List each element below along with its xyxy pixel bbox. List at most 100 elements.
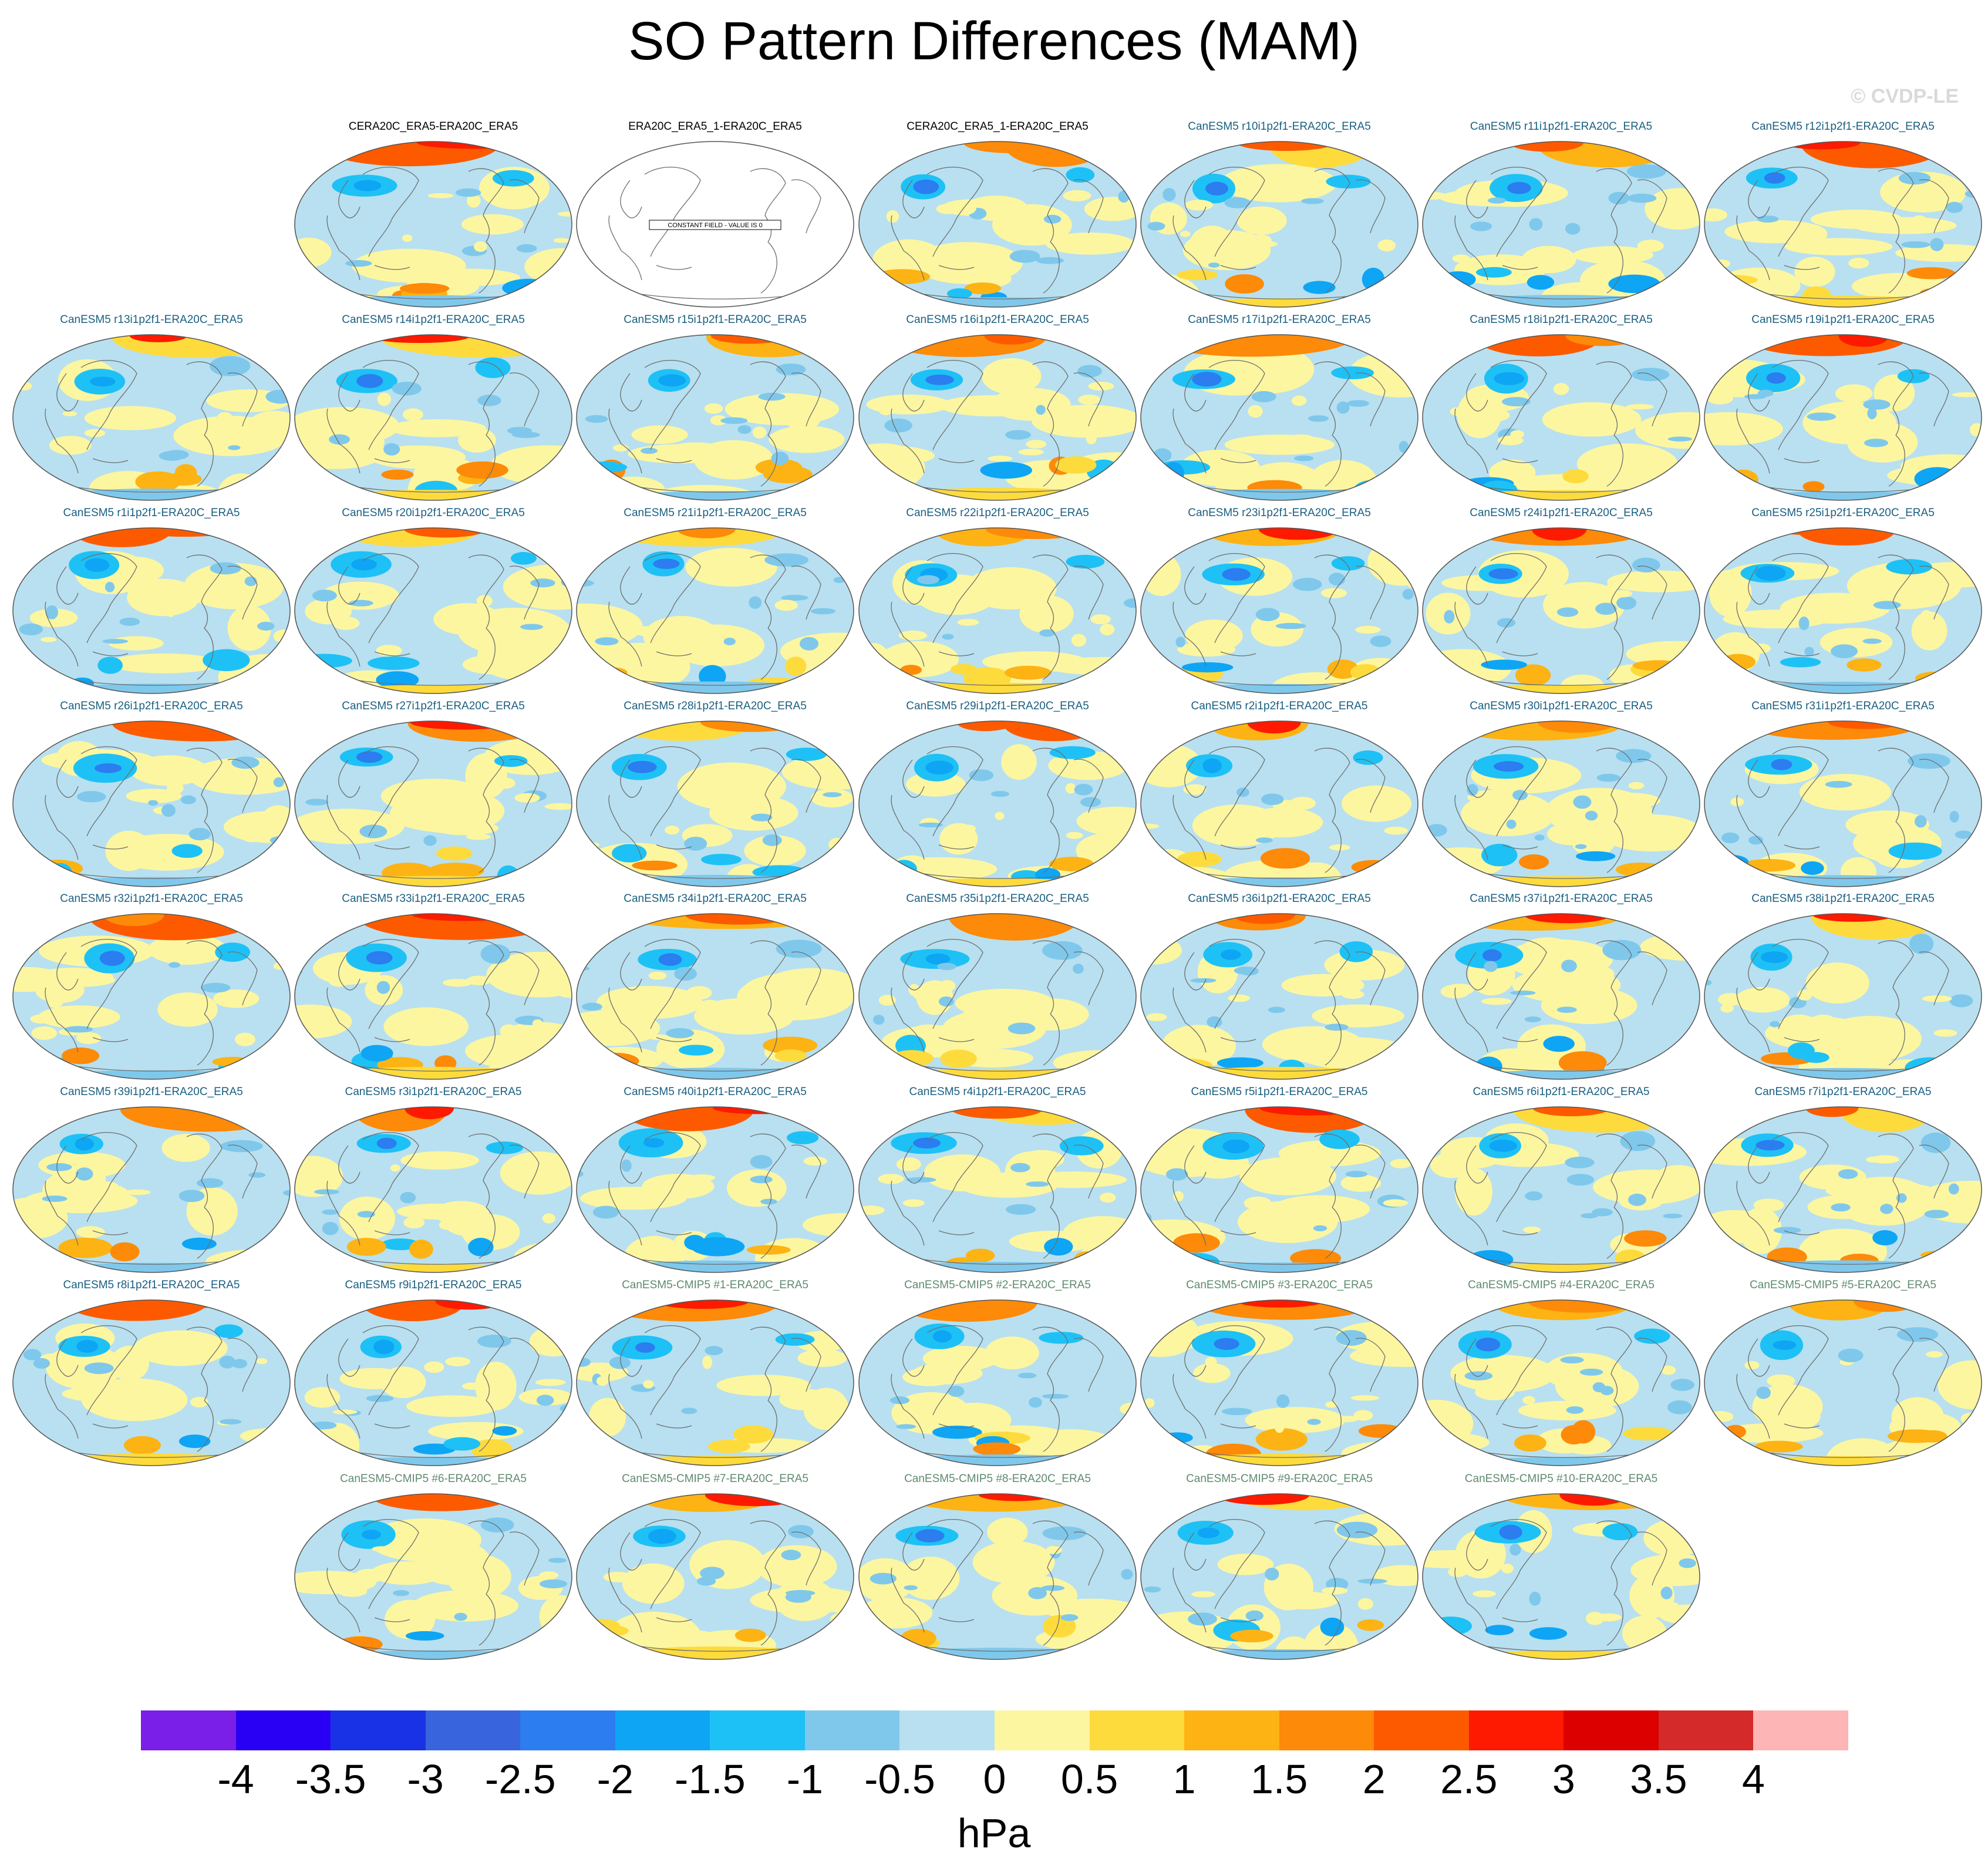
robinson-map	[294, 913, 572, 1080]
robinson-map	[12, 1299, 291, 1466]
map-panel: CanESM5 r40i1p2f1-ERA20C_ERA5	[574, 1086, 856, 1274]
map-panel-title: CanESM5 r32i1p2f1-ERA20C_ERA5	[60, 893, 243, 905]
map-panel-title: CanESM5 r14i1p2f1-ERA20C_ERA5	[342, 314, 525, 326]
robinson-map	[1140, 527, 1418, 694]
map-panel-title: CanESM5-CMIP5 #1-ERA20C_ERA5	[622, 1279, 808, 1291]
map-panel: CanESM5 r21i1p2f1-ERA20C_ERA5	[574, 507, 856, 695]
map-panel: CanESM5 r15i1p2f1-ERA20C_ERA5	[574, 314, 856, 501]
colorbar-segment	[1089, 1710, 1185, 1750]
robinson-map	[12, 1106, 291, 1273]
colorbar-segment	[995, 1710, 1090, 1750]
map-panel-title: CanESM5 r33i1p2f1-ERA20C_ERA5	[342, 893, 525, 905]
map-panel-title: CanESM5 r9i1p2f1-ERA20C_ERA5	[345, 1279, 522, 1291]
robinson-map	[1422, 1299, 1700, 1466]
map-panel-title: CanESM5-CMIP5 #2-ERA20C_ERA5	[904, 1279, 1091, 1291]
map-panel-title: CanESM5-CMIP5 #5-ERA20C_ERA5	[1750, 1279, 1936, 1291]
colorbar-tick-label: -0.5	[864, 1756, 935, 1802]
map-panel: CanESM5 r37i1p2f1-ERA20C_ERA5	[1420, 893, 1702, 1080]
robinson-map	[1704, 527, 1982, 694]
map-panel: CanESM5 r4i1p2f1-ERA20C_ERA5	[857, 1086, 1138, 1274]
map-panel-title: CanESM5 r23i1p2f1-ERA20C_ERA5	[1188, 507, 1371, 519]
map-panel-title: CanESM5 r13i1p2f1-ERA20C_ERA5	[60, 314, 243, 326]
map-panel: CERA20C_ERA5_1-ERA20C_ERA5	[857, 120, 1138, 308]
map-panel: CanESM5 r17i1p2f1-ERA20C_ERA5	[1138, 314, 1420, 501]
robinson-map	[294, 527, 572, 694]
constant-field-label: CONSTANT FIELD - VALUE IS 0	[668, 222, 762, 229]
map-panel-title: CanESM5 r5i1p2f1-ERA20C_ERA5	[1191, 1086, 1368, 1098]
map-panel-title: CanESM5 r19i1p2f1-ERA20C_ERA5	[1751, 314, 1935, 326]
robinson-map	[858, 141, 1137, 308]
robinson-map	[12, 334, 291, 501]
map-panel: CanESM5 r38i1p2f1-ERA20C_ERA5	[1702, 893, 1984, 1080]
map-panel-title: CanESM5 r28i1p2f1-ERA20C_ERA5	[624, 700, 807, 712]
map-panel: CanESM5 r39i1p2f1-ERA20C_ERA5	[11, 1086, 292, 1274]
robinson-map	[858, 527, 1137, 694]
map-panel-title: CanESM5 r1i1p2f1-ERA20C_ERA5	[63, 507, 240, 519]
map-panel-title: CanESM5 r6i1p2f1-ERA20C_ERA5	[1473, 1086, 1650, 1098]
map-panel: CanESM5-CMIP5 #6-ERA20C_ERA5	[292, 1473, 574, 1661]
map-panel: CanESM5 r12i1p2f1-ERA20C_ERA5	[1702, 120, 1984, 308]
map-panel-title: CanESM5-CMIP5 #6-ERA20C_ERA5	[340, 1473, 527, 1485]
colorbar-tick-label: -3.5	[295, 1756, 366, 1802]
robinson-map	[1140, 913, 1418, 1080]
robinson-map	[576, 1493, 854, 1660]
robinson-map	[294, 1106, 572, 1273]
colorbar-tick-label: -2.5	[484, 1756, 556, 1802]
map-panel: CanESM5 r14i1p2f1-ERA20C_ERA5	[292, 314, 574, 501]
robinson-map	[1422, 141, 1700, 308]
map-panel-title: CanESM5 r38i1p2f1-ERA20C_ERA5	[1751, 893, 1935, 905]
map-panel: CanESM5 r10i1p2f1-ERA20C_ERA5	[1138, 120, 1420, 308]
map-panel: CanESM5 r8i1p2f1-ERA20C_ERA5	[11, 1279, 292, 1467]
robinson-map	[576, 913, 854, 1080]
map-panel-title: CanESM5 r11i1p2f1-ERA20C_ERA5	[1470, 120, 1653, 133]
robinson-map	[1422, 334, 1700, 501]
robinson-map	[1422, 527, 1700, 694]
map-panel-title: CanESM5 r27i1p2f1-ERA20C_ERA5	[342, 700, 525, 712]
robinson-map	[576, 720, 854, 887]
map-panel: ERA20C_ERA5_1-ERA20C_ERA5 CONSTANT FIELD …	[574, 120, 856, 308]
map-panel-title: CanESM5 r16i1p2f1-ERA20C_ERA5	[906, 314, 1089, 326]
map-panel: CanESM5-CMIP5 #3-ERA20C_ERA5	[1138, 1279, 1420, 1467]
colorbar-tick-label: 2.5	[1440, 1756, 1498, 1802]
robinson-map	[858, 720, 1137, 887]
map-panel: CanESM5 r11i1p2f1-ERA20C_ERA5	[1420, 120, 1702, 308]
colorbar-units: hPa	[957, 1810, 1031, 1856]
map-panel: CanESM5 r19i1p2f1-ERA20C_ERA5	[1702, 314, 1984, 501]
map-panel-title: CanESM5 r15i1p2f1-ERA20C_ERA5	[624, 314, 807, 326]
map-panel-title: CanESM5 r39i1p2f1-ERA20C_ERA5	[60, 1086, 243, 1098]
robinson-map	[12, 913, 291, 1080]
map-panel-title: CanESM5 r7i1p2f1-ERA20C_ERA5	[1754, 1086, 1932, 1098]
map-panel-title: CanESM5 r26i1p2f1-ERA20C_ERA5	[60, 700, 243, 712]
robinson-map	[1704, 913, 1982, 1080]
colorbar-tick-label: 2	[1362, 1756, 1386, 1802]
map-panel-title: CanESM5 r20i1p2f1-ERA20C_ERA5	[342, 507, 525, 519]
map-panel: CanESM5 r18i1p2f1-ERA20C_ERA5	[1420, 314, 1702, 501]
colorbar-segment	[1468, 1710, 1564, 1750]
map-panel: CanESM5 r22i1p2f1-ERA20C_ERA5	[857, 507, 1138, 695]
robinson-map	[1422, 1493, 1700, 1660]
map-panel: CanESM5-CMIP5 #9-ERA20C_ERA5	[1138, 1473, 1420, 1661]
colorbar-segment	[1184, 1710, 1280, 1750]
robinson-map	[294, 141, 572, 308]
map-panel-title: CanESM5 r29i1p2f1-ERA20C_ERA5	[906, 700, 1089, 712]
colorbar-segment	[1374, 1710, 1470, 1750]
map-panel: CanESM5 r16i1p2f1-ERA20C_ERA5	[857, 314, 1138, 501]
map-panel-title: CanESM5 r30i1p2f1-ERA20C_ERA5	[1470, 700, 1653, 712]
robinson-map	[858, 1299, 1137, 1466]
copyright-label: © CVDP-LE	[1851, 85, 1959, 107]
map-panel-title: CanESM5 r31i1p2f1-ERA20C_ERA5	[1751, 700, 1935, 712]
robinson-map	[1704, 141, 1982, 308]
robinson-map	[1422, 720, 1700, 887]
colorbar-tick-label: 4	[1741, 1756, 1765, 1802]
map-panel-title: CanESM5-CMIP5 #8-ERA20C_ERA5	[904, 1473, 1091, 1485]
map-panel-title: CanESM5 r3i1p2f1-ERA20C_ERA5	[345, 1086, 522, 1098]
map-panel-title: CanESM5 r8i1p2f1-ERA20C_ERA5	[63, 1279, 240, 1291]
map-panel: CanESM5-CMIP5 #2-ERA20C_ERA5	[857, 1279, 1138, 1467]
map-panel: CanESM5-CMIP5 #7-ERA20C_ERA5	[574, 1473, 856, 1661]
map-panel: CanESM5-CMIP5 #10-ERA20C_ERA5	[1420, 1473, 1702, 1661]
colorbar	[141, 1710, 1849, 1750]
colorbar-segment	[331, 1710, 426, 1750]
map-panel: CanESM5 r30i1p2f1-ERA20C_ERA5	[1420, 700, 1702, 888]
map-panel-title: CanESM5-CMIP5 #4-ERA20C_ERA5	[1468, 1279, 1655, 1291]
map-panel: CanESM5 r13i1p2f1-ERA20C_ERA5	[11, 314, 292, 501]
